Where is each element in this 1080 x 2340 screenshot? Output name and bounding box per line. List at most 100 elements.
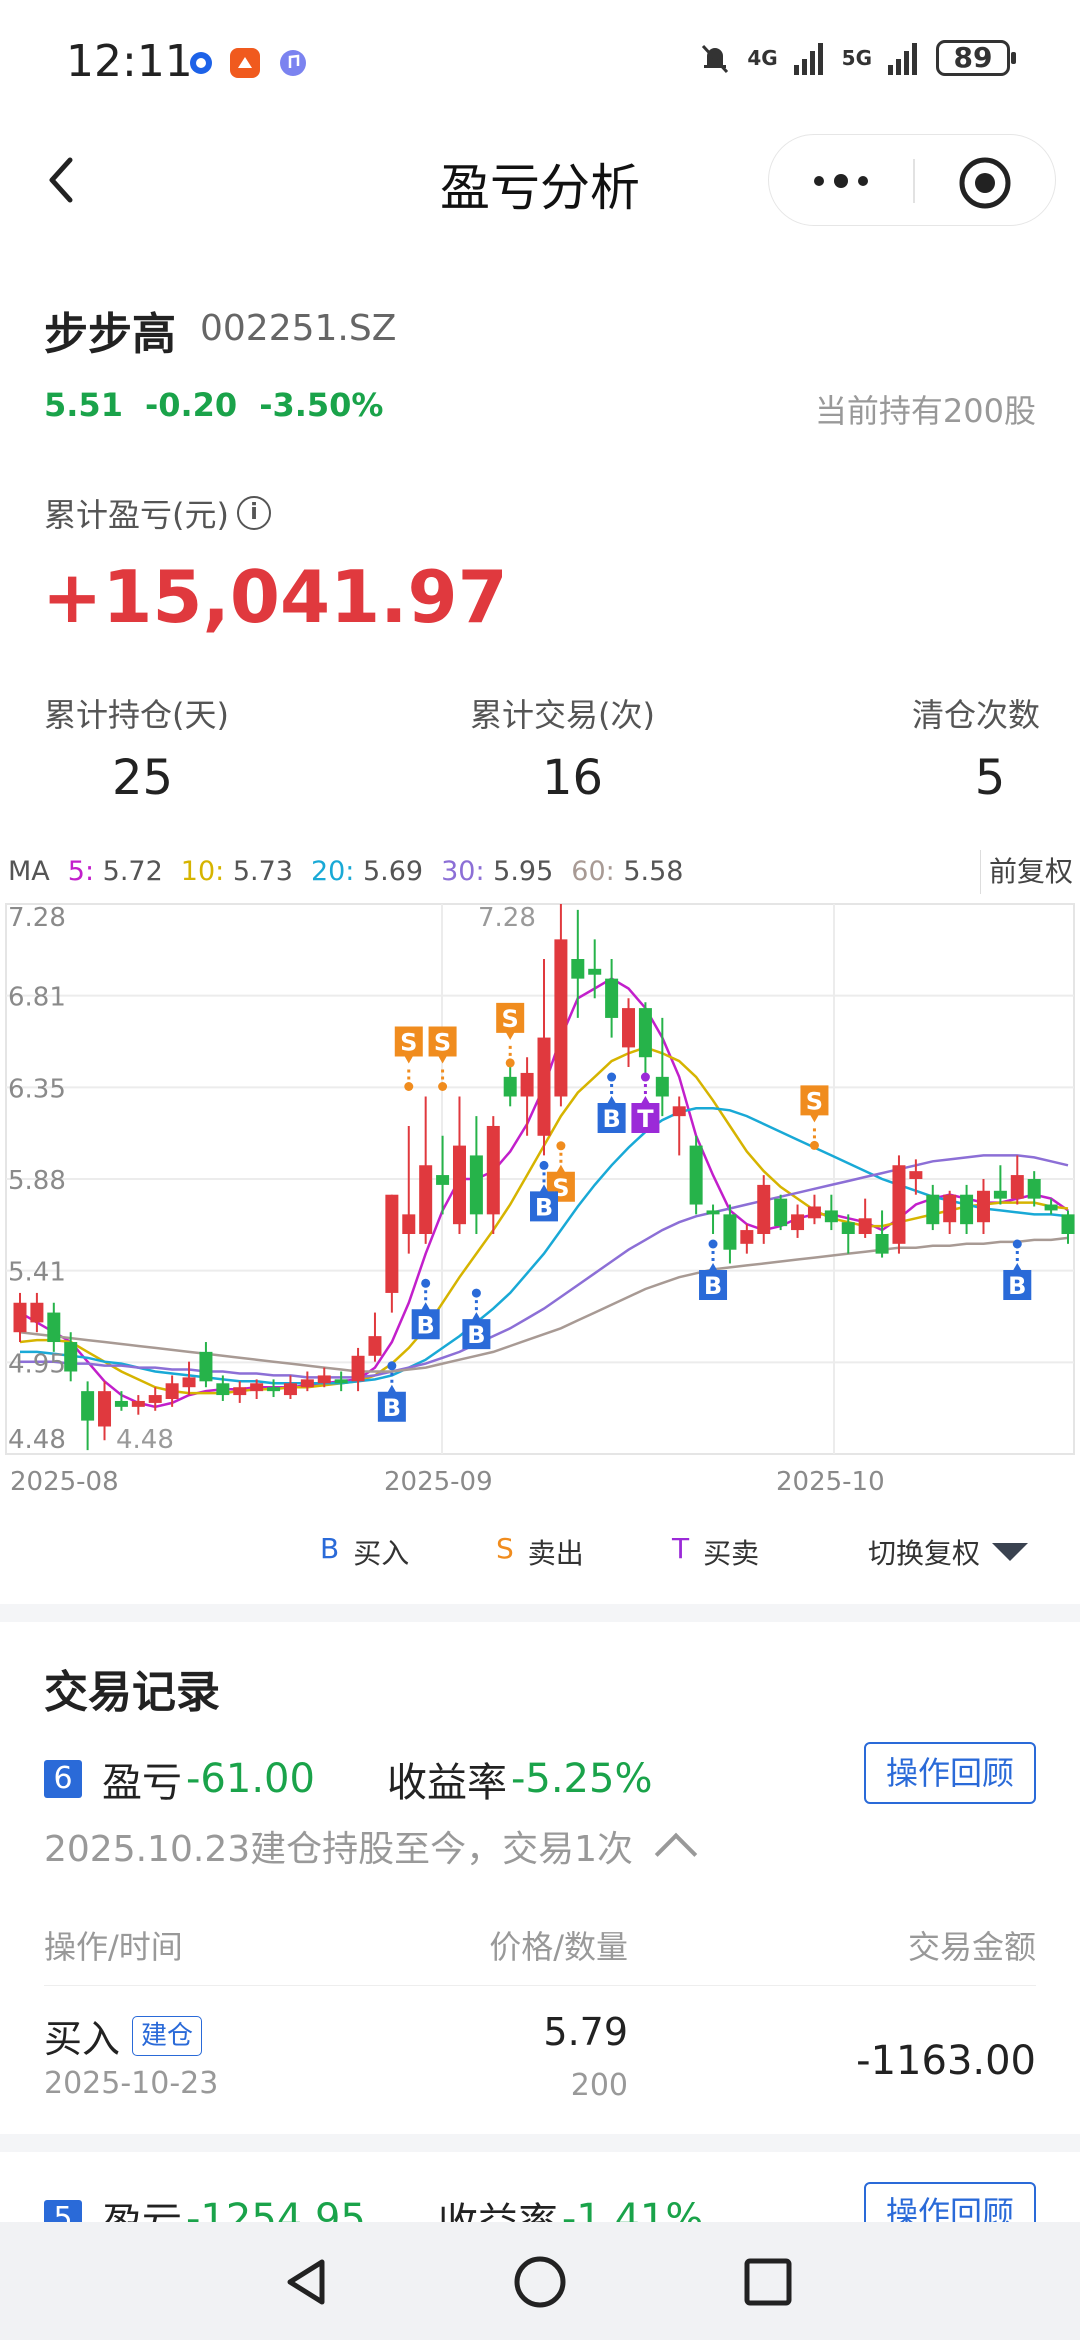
legend-label: 买入 (353, 1537, 410, 1570)
candle-body (858, 1218, 872, 1234)
candle-body (165, 1383, 179, 1399)
stat-label: 清仓次数 (911, 696, 1040, 734)
row-tag: 建仓 (132, 2015, 203, 2056)
y-tick-label: 6.35 (8, 1074, 66, 1104)
candle-body (131, 1400, 145, 1407)
rate-key: 收益率 (386, 1760, 507, 1806)
legend-label: 买卖 (703, 1537, 760, 1570)
marker-label: S (502, 1005, 519, 1033)
row-qty: 200 (570, 2068, 628, 2103)
ma-item-20: 20: 5.69 (311, 856, 423, 887)
marker-dot (539, 1160, 549, 1170)
info-icon[interactable]: i (236, 496, 271, 530)
candle-body (486, 1125, 500, 1215)
recents-square-icon[interactable] (738, 2252, 798, 2312)
home-circle-icon[interactable] (510, 2252, 570, 2312)
ma-value: 5.73 (232, 856, 293, 887)
candle-body (960, 1194, 974, 1225)
trade-table-header: 操作/时间 价格/数量 交易金额 (44, 1922, 1036, 1986)
candle-body (571, 959, 585, 979)
row-amount: -1163.00 (856, 2038, 1036, 2084)
ma-value: 5.58 (623, 856, 684, 887)
more-dots-icon[interactable] (809, 165, 873, 197)
ma-key: 5: (67, 856, 95, 887)
system-nav-bar (0, 2222, 1080, 2340)
review-button[interactable]: 操作回顾 (864, 1742, 1036, 1804)
candle-body (824, 1210, 838, 1223)
target-icon[interactable] (957, 155, 1013, 211)
stat-value: 25 (112, 750, 174, 806)
marker-badge-s (496, 1002, 525, 1040)
y-tick-label: 6.81 (8, 983, 66, 1013)
candle-body (148, 1395, 162, 1403)
app-circle-icon (186, 48, 216, 78)
candle-body (875, 1234, 889, 1254)
kline-chart[interactable]: 7.28 6.81 6.35 5.88 5.41 4.95 4.48 2025-08 2025-… (0, 892, 1080, 1492)
y-tick-label: 7.28 (8, 903, 66, 933)
candle-body (199, 1351, 213, 1382)
stat-label: 累计持仓(天) (44, 696, 229, 734)
marker-label: S (400, 1029, 417, 1057)
mini-program-capsule (768, 134, 1056, 226)
page-title: 盈亏分析 (440, 159, 640, 217)
candle-body (892, 1165, 906, 1244)
switch-adjust-button[interactable]: 切换复权 (868, 1532, 1029, 1572)
candle-body (926, 1194, 940, 1225)
candle-body (436, 1175, 450, 1185)
marker-label: B (602, 1105, 620, 1133)
candle-body (588, 968, 602, 975)
ma-item-30: 30: 5.95 (441, 856, 553, 887)
candle-body (791, 1214, 805, 1231)
legend-mark: S (496, 1532, 514, 1565)
stock-quote: 5.51 -0.20 -3.50% (44, 386, 383, 424)
candle-body (520, 1072, 534, 1097)
marker-dot (556, 1141, 566, 1151)
stock-name: 步步高 (44, 309, 176, 360)
stat-label: 累计交易(次) (470, 696, 655, 734)
max-price-label: 7.28 (478, 903, 536, 933)
candle-body (47, 1312, 61, 1343)
ma-item-60: 60: 5.58 (571, 856, 683, 887)
trade-subtitle[interactable]: 2025.10.23建仓持股至今，交易1次 (44, 1820, 698, 1876)
candle-body (1044, 1204, 1058, 1211)
candle-body (351, 1355, 365, 1382)
candle-body (976, 1190, 990, 1223)
marker-label: B (467, 1321, 485, 1349)
restore-adjust-button[interactable]: 前复权 (980, 850, 1073, 894)
marker-dot (387, 1361, 397, 1371)
candle-body (993, 1190, 1007, 1199)
back-chevron-icon[interactable] (40, 150, 90, 210)
ma-value: 5.69 (362, 856, 424, 887)
nav-bar: 盈亏分析 (0, 120, 1080, 240)
candle-body (689, 1145, 703, 1205)
col-op-time: 操作/时间 (44, 1928, 183, 1966)
stat-hold-days: 累计持仓(天) 25 (44, 690, 244, 806)
ma-legend: MA 5: 5.72 10: 5.73 20: 5.69 30: 5.95 60… (8, 856, 683, 887)
mute-bell-icon (702, 44, 729, 74)
candle-body (537, 1037, 551, 1136)
status-time: 12:11 (66, 36, 193, 87)
candle-body (943, 1194, 957, 1223)
candle-body (267, 1387, 281, 1392)
candle-body (774, 1198, 788, 1227)
marker-label: S (434, 1029, 451, 1057)
ma-value: 5.72 (102, 856, 163, 887)
trade-record-header: 6 盈亏 -61.00 收益率 -5.25% (44, 1750, 652, 1808)
x-tick-label: 2025-08 (10, 1467, 119, 1492)
marker-badge-b (377, 1384, 406, 1422)
marker-dot (607, 1072, 617, 1082)
marker-dot (708, 1239, 718, 1249)
marker-dot (809, 1140, 819, 1150)
holding-text: 当前持有200股 (814, 392, 1036, 430)
table-row: 买入 建仓 2025-10-23 5.79 200 -1163.00 (44, 2008, 1036, 2118)
candle-body (419, 1165, 433, 1234)
marker-dot (471, 1288, 481, 1298)
marker-dot (640, 1072, 650, 1082)
legend-mark: B (320, 1532, 340, 1565)
x-tick-label: 2025-09 (384, 1467, 493, 1492)
candle-body (385, 1194, 399, 1293)
marker-dot (438, 1082, 448, 1091)
ma-line-ma60 (19, 1236, 1069, 1373)
network-5g-label: 5G (841, 46, 872, 70)
back-triangle-icon[interactable] (278, 2252, 338, 2312)
